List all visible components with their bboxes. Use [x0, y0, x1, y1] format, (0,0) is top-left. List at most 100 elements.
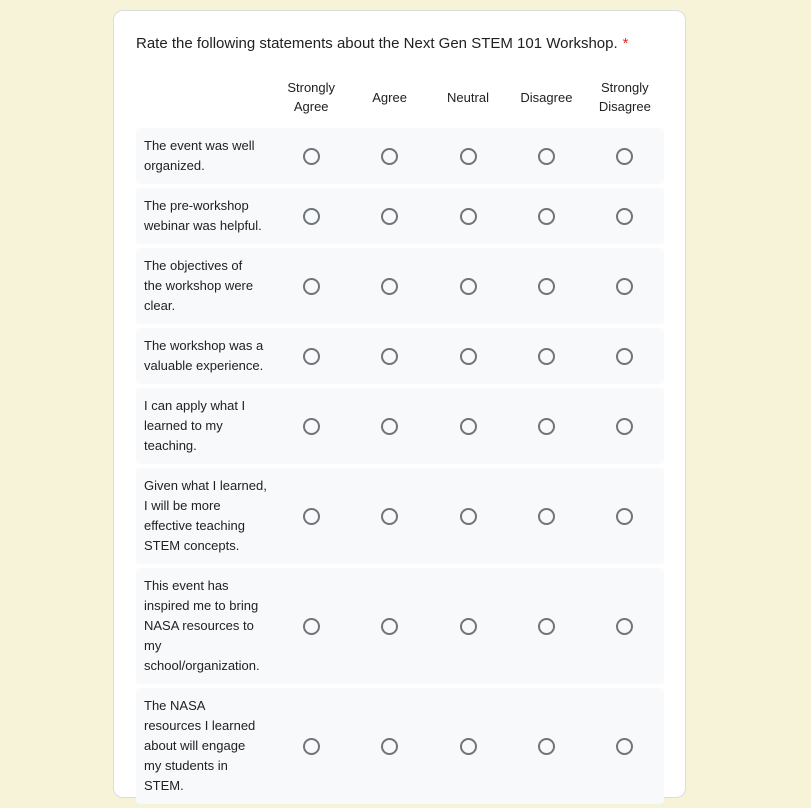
grid-row: I can apply what I learned to my teachin…	[136, 388, 664, 464]
grid-row: The event was well organized.	[136, 128, 664, 184]
radio-button[interactable]	[616, 207, 634, 225]
radio-cell[interactable]	[272, 388, 350, 464]
radio-button[interactable]	[302, 737, 320, 755]
radio-cell[interactable]	[350, 388, 428, 464]
grid-row: Given what I learned, I will be more eff…	[136, 468, 664, 564]
question-title-text: Rate the following statements about the …	[136, 35, 618, 52]
radio-button[interactable]	[381, 417, 399, 435]
question-card: Rate the following statements about the …	[113, 10, 686, 804]
radio-button[interactable]	[459, 617, 477, 635]
radio-cell[interactable]	[272, 568, 350, 684]
radio-button[interactable]	[537, 147, 555, 165]
column-header: Agree	[372, 89, 407, 105]
grid-row: The objectives of the workshop were clea…	[136, 248, 664, 324]
radio-button[interactable]	[537, 617, 555, 635]
radio-cell[interactable]	[429, 468, 507, 564]
radio-cell[interactable]	[350, 328, 428, 384]
radio-cell[interactable]	[350, 568, 428, 684]
radio-button[interactable]	[616, 277, 634, 295]
radio-cell[interactable]	[350, 188, 428, 244]
radio-cell[interactable]	[429, 388, 507, 464]
question-title: Rate the following statements about the …	[136, 34, 664, 54]
radio-button[interactable]	[381, 737, 399, 755]
radio-button[interactable]	[537, 737, 555, 755]
radio-button[interactable]	[616, 617, 634, 635]
column-header: Disagree	[520, 89, 573, 105]
column-header: Strongly Agree	[287, 80, 336, 114]
radio-button[interactable]	[302, 507, 320, 525]
radio-cell[interactable]	[272, 128, 350, 184]
radio-button[interactable]	[381, 347, 399, 365]
radio-cell[interactable]	[586, 328, 664, 384]
radio-button[interactable]	[459, 347, 477, 365]
radio-cell[interactable]	[429, 688, 507, 804]
radio-button[interactable]	[381, 507, 399, 525]
radio-cell[interactable]	[429, 188, 507, 244]
radio-cell[interactable]	[507, 188, 585, 244]
radio-cell[interactable]	[429, 128, 507, 184]
radio-cell[interactable]	[507, 688, 585, 804]
radio-cell[interactable]	[507, 468, 585, 564]
radio-button[interactable]	[459, 207, 477, 225]
radio-button[interactable]	[616, 347, 634, 365]
radio-button[interactable]	[537, 347, 555, 365]
row-label: The NASA resources I learned about will …	[144, 698, 256, 793]
radio-cell[interactable]	[429, 248, 507, 324]
radio-button[interactable]	[616, 737, 634, 755]
radio-button[interactable]	[537, 207, 555, 225]
radio-button[interactable]	[537, 277, 555, 295]
row-label: The workshop was a valuable experience.	[144, 338, 264, 373]
radio-button[interactable]	[616, 147, 634, 165]
radio-cell[interactable]	[350, 128, 428, 184]
grid-row: This event has inspired me to bring NASA…	[136, 568, 664, 684]
radio-cell[interactable]	[586, 248, 664, 324]
grid-row: The pre-workshop webinar was helpful.	[136, 188, 664, 244]
radio-cell[interactable]	[507, 388, 585, 464]
radio-button[interactable]	[302, 347, 320, 365]
radio-button[interactable]	[459, 417, 477, 435]
radio-button[interactable]	[381, 617, 399, 635]
radio-cell[interactable]	[272, 688, 350, 804]
row-label: Given what I learned, I will be more eff…	[144, 478, 267, 553]
radio-cell[interactable]	[586, 128, 664, 184]
radio-button[interactable]	[302, 147, 320, 165]
radio-button[interactable]	[459, 147, 477, 165]
radio-button[interactable]	[616, 507, 634, 525]
radio-button[interactable]	[302, 277, 320, 295]
radio-button[interactable]	[537, 507, 555, 525]
radio-button[interactable]	[459, 507, 477, 525]
radio-button[interactable]	[302, 617, 320, 635]
grid-rows: The event was well organized. The pre-wor…	[136, 128, 664, 804]
radio-cell[interactable]	[350, 468, 428, 564]
radio-cell[interactable]	[586, 688, 664, 804]
radio-cell[interactable]	[350, 688, 428, 804]
radio-cell[interactable]	[429, 328, 507, 384]
radio-button[interactable]	[537, 417, 555, 435]
radio-cell[interactable]	[272, 328, 350, 384]
radio-button[interactable]	[381, 207, 399, 225]
radio-button[interactable]	[459, 737, 477, 755]
radio-cell[interactable]	[507, 248, 585, 324]
radio-cell[interactable]	[272, 188, 350, 244]
radio-button[interactable]	[381, 277, 399, 295]
radio-cell[interactable]	[272, 248, 350, 324]
grid-header-row: Strongly Agree Agree Neutral Disagree Strong…	[136, 72, 664, 128]
radio-cell[interactable]	[272, 468, 350, 564]
radio-cell[interactable]	[586, 388, 664, 464]
radio-button[interactable]	[302, 417, 320, 435]
radio-button[interactable]	[459, 277, 477, 295]
radio-cell[interactable]	[586, 188, 664, 244]
radio-button[interactable]	[616, 417, 634, 435]
radio-cell[interactable]	[507, 128, 585, 184]
radio-cell[interactable]	[507, 328, 585, 384]
radio-cell[interactable]	[350, 248, 428, 324]
radio-cell[interactable]	[429, 568, 507, 684]
radio-cell[interactable]	[586, 568, 664, 684]
radio-button[interactable]	[302, 207, 320, 225]
row-label: The event was well organized.	[144, 138, 255, 173]
radio-button[interactable]	[381, 147, 399, 165]
radio-cell[interactable]	[586, 468, 664, 564]
column-header: Neutral	[447, 89, 489, 105]
radio-cell[interactable]	[507, 568, 585, 684]
